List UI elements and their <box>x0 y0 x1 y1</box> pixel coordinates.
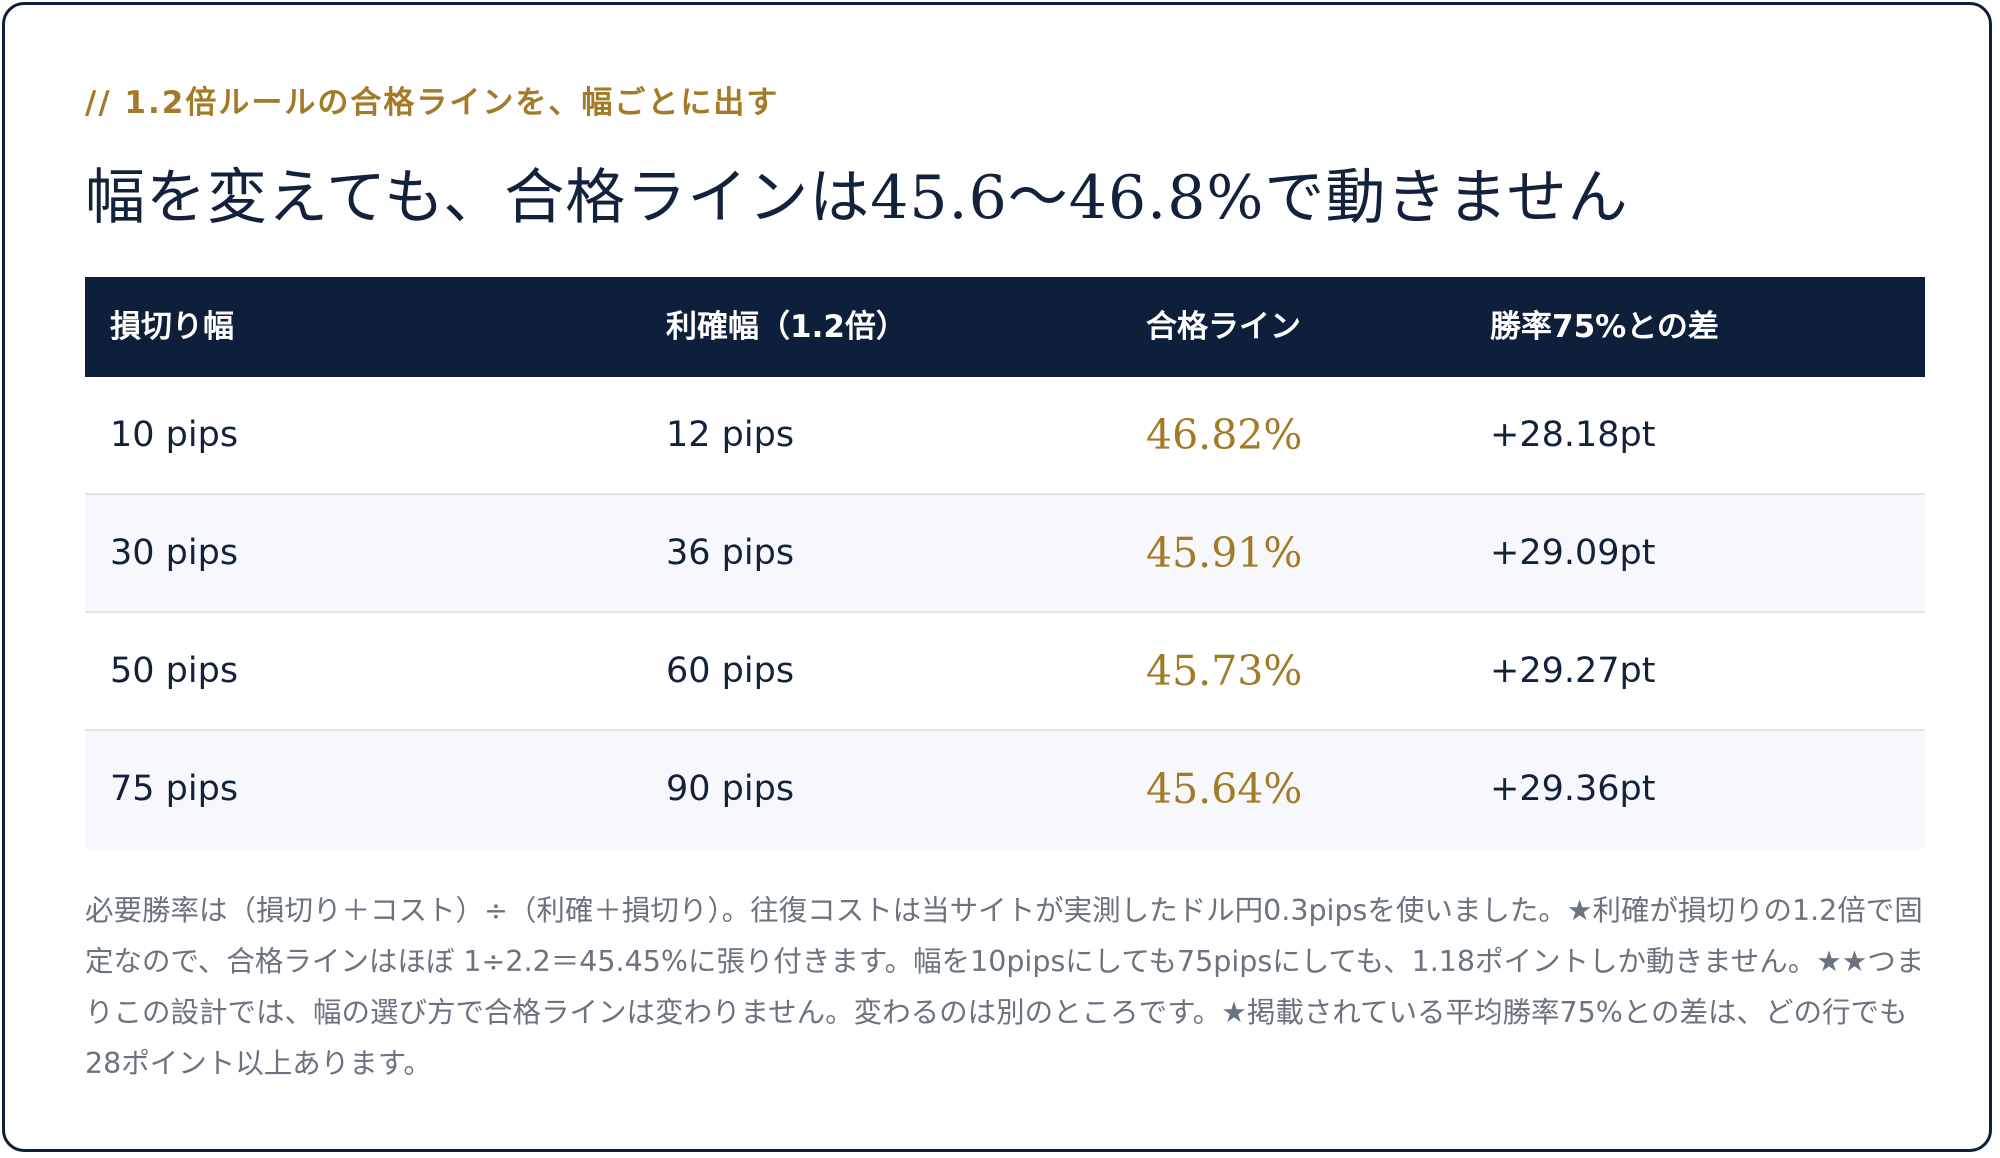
cell-stop: 50 pips <box>110 651 239 691</box>
section-eyebrow: // 1.2倍ルールの合格ラインを、幅ごとに出す <box>85 85 780 121</box>
page-title: 幅を変えても、合格ラインは45.6〜46.8%で動きません <box>85 163 1629 233</box>
cell-diff: +29.36pt <box>1490 769 1656 809</box>
header-pass-line: 合格ライン <box>1146 309 1301 345</box>
header-take-width: 利確幅（1.2倍） <box>666 309 907 345</box>
table-row: 30 pips 36 pips 45.91% +29.09pt <box>85 495 1925 613</box>
cell-diff: +29.09pt <box>1490 533 1656 573</box>
cell-take: 12 pips <box>666 415 795 455</box>
cell-diff: +28.18pt <box>1490 415 1656 455</box>
table-row: 10 pips 12 pips 46.82% +28.18pt <box>85 377 1925 495</box>
header-diff: 勝率75%との差 <box>1490 309 1719 345</box>
pass-line-table: 損切り幅 利確幅（1.2倍） 合格ライン 勝率75%との差 10 pips 12… <box>85 277 1925 849</box>
table-row: 50 pips 60 pips 45.73% +29.27pt <box>85 613 1925 731</box>
cell-stop: 10 pips <box>110 415 239 455</box>
cell-take: 36 pips <box>666 533 795 573</box>
cell-stop: 75 pips <box>110 769 239 809</box>
cell-pass-line: 45.73% <box>1146 647 1303 695</box>
cell-pass-line: 45.91% <box>1146 529 1303 577</box>
cell-diff: +29.27pt <box>1490 651 1656 691</box>
table-header: 損切り幅 利確幅（1.2倍） 合格ライン 勝率75%との差 <box>85 277 1925 377</box>
header-stop-width: 損切り幅 <box>110 309 234 345</box>
cell-take: 90 pips <box>666 769 795 809</box>
cell-stop: 30 pips <box>110 533 239 573</box>
footnote: 必要勝率は（損切り＋コスト）÷（利確＋損切り）。往復コストは当サイトが実測したド… <box>85 894 1925 1080</box>
cell-pass-line: 46.82% <box>1146 411 1303 459</box>
table-row: 75 pips 90 pips 45.64% +29.36pt <box>85 731 1925 849</box>
cell-take: 60 pips <box>666 651 795 691</box>
cell-pass-line: 45.64% <box>1146 765 1303 813</box>
